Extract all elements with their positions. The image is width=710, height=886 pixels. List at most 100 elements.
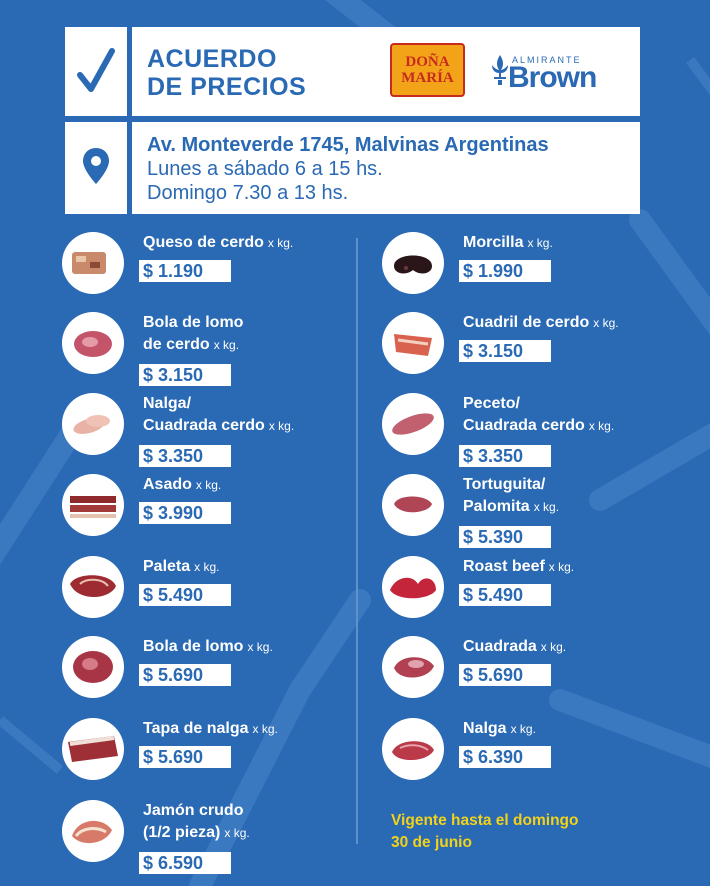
product-name-text: Cuadrada — [463, 638, 537, 655]
price-tag: $ 5.490 — [459, 584, 551, 606]
product-name-text: Roast beef — [463, 558, 545, 575]
check-box — [65, 27, 127, 116]
tapa-de-nalga-icon — [62, 718, 124, 780]
unit-label: x kg. — [267, 236, 294, 250]
cuadril-de-cerdo-icon — [382, 312, 444, 374]
product-name-line-1: Paleta x kg. — [143, 556, 219, 578]
address-block: Av. Monteverde 1745, Malvinas Argentinas… — [147, 133, 549, 205]
product-name-text: Jamón crudo — [143, 802, 244, 819]
product-name-text: Queso de cerdo — [143, 234, 264, 251]
hours-sunday: Domingo 7.30 a 13 hs. — [147, 182, 349, 204]
product-name-text: Cuadril de cerdo — [463, 314, 590, 331]
price-tag: $ 6.390 — [459, 746, 551, 768]
product-name: Cuadrada x kg. — [463, 636, 566, 658]
dona-maria-logo-line-1: DOÑA — [405, 54, 450, 70]
product-name-text: Bola de lomo — [143, 638, 244, 655]
validity-line-2: 30 de junio — [391, 834, 472, 851]
product-name-line-1: Nalga x kg. — [463, 718, 536, 740]
unit-label: x kg. — [548, 560, 575, 574]
title-box — [132, 27, 640, 116]
price-tag: $ 5.690 — [139, 746, 231, 768]
header: ACUERDO DE PRECIOS DOÑA MARÍA ALMIRANTE … — [65, 27, 640, 214]
product-name: Cuadril de cerdo x kg. — [463, 312, 619, 334]
price-tag: $ 5.390 — [459, 526, 551, 548]
product-name-line-1: Nalga/ — [143, 393, 294, 415]
product-name-line-1: Bola de lomo — [143, 312, 243, 334]
product-name-text: Morcilla — [463, 234, 524, 251]
product-name-line-1: Cuadrada x kg. — [463, 636, 566, 658]
nalga-cerdo-icon — [62, 393, 124, 455]
price-tag: $ 5.690 — [459, 664, 551, 686]
bola-de-lomo-cerdo-icon — [62, 312, 124, 374]
unit-label: x kg. — [195, 478, 222, 492]
product-name-line-1: Cuadril de cerdo x kg. — [463, 312, 619, 334]
validity-line-1: Vigente hasta el domingo — [391, 812, 579, 829]
roast-beef-icon — [382, 556, 444, 618]
product-name-line-2: Cuadrada cerdo x kg. — [143, 415, 294, 437]
page-title: ACUERDO DE PRECIOS — [147, 45, 306, 101]
brown-label: Brown — [508, 61, 597, 94]
unit-label: x kg. — [252, 722, 278, 736]
product-name: Bola de lomo x kg. — [143, 636, 273, 658]
location-pin-icon — [83, 148, 109, 184]
price-tag: $ 5.690 — [139, 664, 231, 686]
product-name: Morcilla x kg. — [463, 232, 553, 254]
hours-weekday: Lunes a sábado 6 a 15 hs. — [147, 158, 383, 180]
product-name-text: Tortuguita/ — [463, 476, 546, 493]
product-name-line-1: Asado x kg. — [143, 474, 221, 496]
product-name-text: Nalga — [463, 720, 507, 737]
validity-note: Vigente hasta el domingo 30 de junio — [391, 810, 578, 854]
column-divider — [356, 238, 358, 844]
product-name-text-2: (1/2 pieza) — [143, 824, 221, 841]
product-name-text: Asado — [143, 476, 192, 493]
price-tag: $ 6.590 — [139, 852, 231, 874]
product-name-line-2: (1/2 pieza) x kg. — [143, 822, 250, 844]
check-icon — [77, 48, 115, 92]
title-line-2: DE PRECIOS — [147, 73, 307, 101]
product-name-line-2: Palomita x kg. — [463, 496, 559, 518]
product-name: Tortuguita/Palomita x kg. — [463, 474, 559, 518]
product-name: Queso de cerdo x kg. — [143, 232, 293, 254]
product-name-text: Tapa de nalga — [143, 720, 249, 737]
address: Av. Monteverde 1745, Malvinas Argentinas — [147, 134, 549, 156]
product-name-text: Bola de lomo — [143, 314, 244, 331]
cuadrada-icon — [382, 636, 444, 698]
fleur-de-lis-icon — [492, 55, 508, 85]
product-name: Jamón crudo (1/2 pieza) x kg. — [143, 800, 250, 844]
unit-label: x kg. — [224, 826, 250, 840]
price-tag: $ 5.490 — [139, 584, 231, 606]
product-name-line-1: Tapa de nalga x kg. — [143, 718, 278, 740]
product-name: Asado x kg. — [143, 474, 221, 496]
product-name-text: Peceto/ — [463, 395, 520, 412]
queso-de-cerdo-icon — [62, 232, 124, 294]
unit-label: x kg. — [533, 500, 560, 514]
product-name-text-2: Cuadrada cerdo — [143, 417, 265, 434]
unit-label: x kg. — [593, 316, 619, 330]
price-tag: $ 3.150 — [459, 340, 551, 362]
product-name: Tapa de nalga x kg. — [143, 718, 278, 740]
price-tag: $ 3.350 — [459, 445, 551, 467]
title-line-1: ACUERDO — [147, 45, 277, 73]
product-name-line-1: Queso de cerdo x kg. — [143, 232, 293, 254]
unit-label: x kg. — [540, 640, 567, 654]
unit-label: x kg. — [268, 419, 295, 433]
product-name-line-1: Tortuguita/ — [463, 474, 559, 496]
product-name: Paleta x kg. — [143, 556, 219, 578]
bola-de-lomo-icon — [62, 636, 124, 698]
tortuguita-icon — [382, 474, 444, 536]
nalga-icon — [382, 718, 444, 780]
product-name-line-2: de cerdo x kg. — [143, 334, 243, 356]
unit-label: x kg. — [213, 338, 240, 352]
product-name-text-2: Palomita — [463, 498, 530, 515]
product-name: Peceto/Cuadrada cerdo x kg. — [463, 393, 614, 437]
product-name-line-2: Cuadrada cerdo x kg. — [463, 415, 614, 437]
product-name-line-1: Morcilla x kg. — [463, 232, 553, 254]
unit-label: x kg. — [527, 236, 553, 250]
unit-label: x kg. — [588, 419, 615, 433]
unit-label: x kg. — [247, 640, 273, 654]
price-tag: $ 1.190 — [139, 260, 231, 282]
product-name: Nalga/Cuadrada cerdo x kg. — [143, 393, 294, 437]
morcilla-icon — [382, 232, 444, 294]
dona-maria-logo-line-2: MARÍA — [401, 70, 454, 86]
